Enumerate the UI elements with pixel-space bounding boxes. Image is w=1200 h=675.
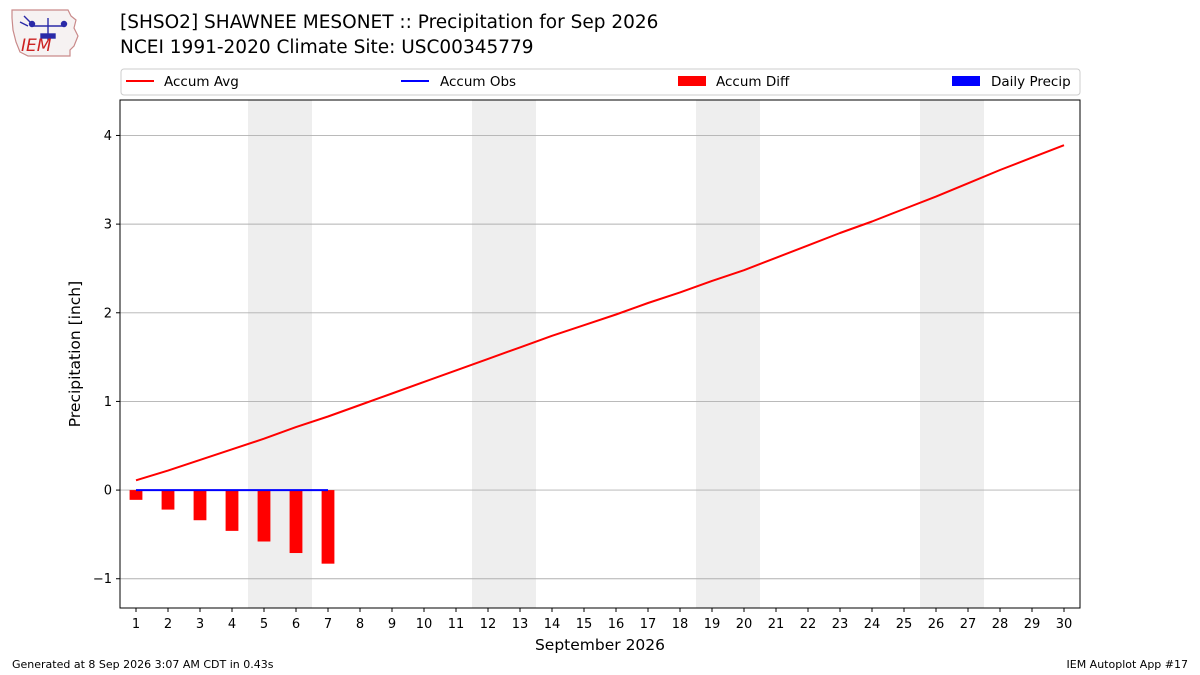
footer-app-text: IEM Autoplot App #17 <box>1066 658 1189 671</box>
y-tick-label: 1 <box>104 395 112 410</box>
x-tick-label: 4 <box>228 617 236 632</box>
x-tick-label: 19 <box>704 617 721 632</box>
weekend-shade-band <box>952 100 984 608</box>
x-tick-label: 15 <box>576 617 593 632</box>
x-tick-label: 2 <box>164 617 172 632</box>
x-tick-label: 24 <box>864 617 881 632</box>
x-tick-label: 11 <box>448 617 465 632</box>
legend-swatch-accum-diff <box>678 76 706 86</box>
x-tick-label: 20 <box>736 617 753 632</box>
x-tick-label: 12 <box>480 617 497 632</box>
legend-label-accum-diff: Accum Diff <box>716 74 790 90</box>
x-tick-label: 21 <box>768 617 785 632</box>
accum-diff-bars <box>129 490 335 564</box>
x-tick-label: 6 <box>292 617 300 632</box>
accum-avg-line <box>135 144 1065 482</box>
accum-diff-bar <box>225 490 239 531</box>
x-tick-label: 1 <box>132 617 140 632</box>
plot-frame <box>119 99 1081 609</box>
accum-diff-bar <box>161 490 175 510</box>
x-tick-label: 8 <box>356 617 364 632</box>
legend-label-accum-obs: Accum Obs <box>440 74 516 90</box>
legend-box <box>120 68 1081 96</box>
x-tick-label: 30 <box>1056 617 1073 632</box>
x-tick-label: 14 <box>544 617 561 632</box>
accum-diff-bar <box>257 490 271 542</box>
weekend-shade-band <box>696 100 728 608</box>
series-lines <box>135 144 1065 492</box>
weekend-shade-band <box>504 100 536 608</box>
x-tick-label: 7 <box>324 617 332 632</box>
weekend-shade-band <box>728 100 760 608</box>
accum-diff-bar <box>193 490 207 521</box>
legend: Accum Avg Accum Obs Accum Diff Daily Precip <box>120 68 1081 96</box>
chart-subtitle: NCEI 1991-2020 Climate Site: USC00345779 <box>120 37 534 58</box>
x-tick-label: 27 <box>960 617 977 632</box>
iem-logo: IEM <box>11 9 79 57</box>
y-tick-label: 4 <box>104 129 112 144</box>
y-tick-label: 3 <box>104 218 112 233</box>
weekend-shade-band <box>920 100 952 608</box>
x-tick-label: 23 <box>832 617 849 632</box>
x-tick-label: 29 <box>1024 617 1041 632</box>
iowa-outline-shape <box>11 9 79 57</box>
x-tick-label: 17 <box>640 617 657 632</box>
y-tick-label: 2 <box>104 306 112 321</box>
x-tick-label: 10 <box>416 617 433 632</box>
x-axis-label: September 2026 <box>535 636 665 654</box>
y-tick-label: −1 <box>93 572 112 587</box>
x-tick-label: 25 <box>896 617 913 632</box>
x-tick-label: 9 <box>388 617 396 632</box>
weekend-shade-band <box>472 100 504 608</box>
x-tick-label: 5 <box>260 617 268 632</box>
weather-station-icon <box>19 15 68 40</box>
logo-text: IEM <box>21 36 52 56</box>
y-axis-label: Precipitation [inch] <box>66 281 84 427</box>
accum-diff-bar <box>289 490 303 554</box>
x-tick-label: 22 <box>800 617 817 632</box>
axis-ticks: 1 2 3 4 5 6 7 8 9 10 11 12 13 14 15 16 17 18 19 20 21 22 23 24 2… <box>93 129 1072 632</box>
chart-title: [SHSO2] SHAWNEE MESONET :: Precipitation… <box>120 12 659 33</box>
x-tick-label: 16 <box>608 617 625 632</box>
x-tick-label: 13 <box>512 617 529 632</box>
x-tick-label: 28 <box>992 617 1009 632</box>
x-tick-label: 26 <box>928 617 945 632</box>
weekend-shading <box>248 100 984 608</box>
legend-swatch-daily-precip <box>952 76 980 86</box>
legend-label-daily-precip: Daily Precip <box>991 74 1071 90</box>
x-tick-label: 3 <box>196 617 204 632</box>
footer-generated-text: Generated at 8 Sep 2026 3:07 AM CDT in 0… <box>12 658 274 671</box>
x-tick-label: 18 <box>672 617 689 632</box>
accum-diff-bar <box>321 490 335 564</box>
y-tick-label: 0 <box>104 484 112 499</box>
legend-label-accum-avg: Accum Avg <box>164 74 239 90</box>
accum-diff-bar <box>129 490 143 500</box>
